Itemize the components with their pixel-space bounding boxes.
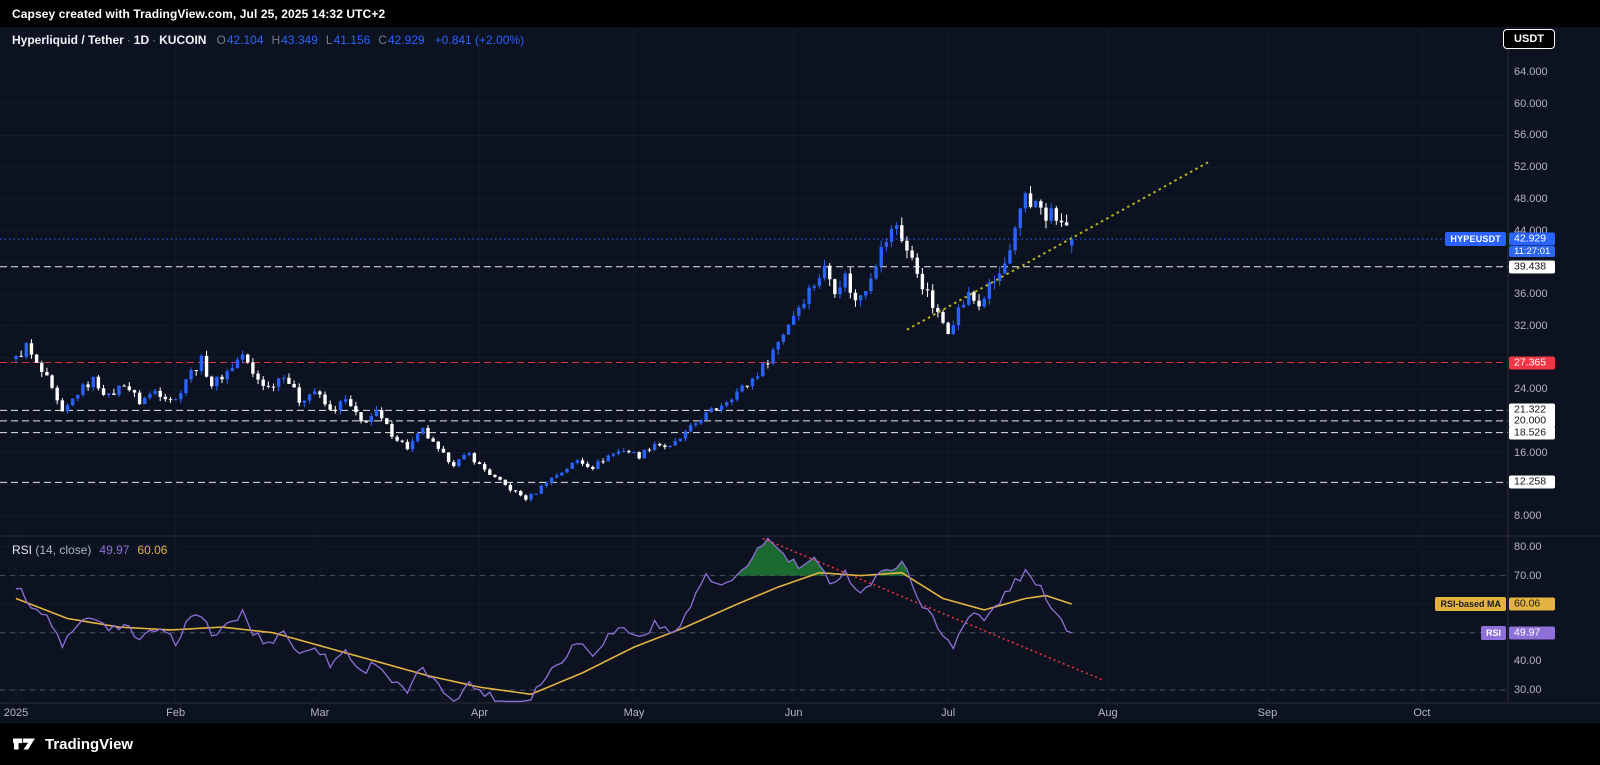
currency-toggle-button[interactable]: USDT [1503, 29, 1555, 49]
time-axis-label[interactable]: Jun [784, 707, 803, 719]
rsi-tick-label: 30.00 [1514, 684, 1542, 696]
rsi-title: RSI [12, 543, 33, 557]
symbol-price-tag: HYPEUSDT [1445, 232, 1506, 247]
time-axis-label[interactable]: 2025 [3, 707, 29, 719]
rsi-indicator-header[interactable]: RSI (14, close) 49.97 60.06 [12, 543, 167, 557]
tradingview-brand-text[interactable]: TradingView [45, 735, 134, 753]
bar-countdown-label: 11:27:01 [1509, 246, 1556, 258]
price-tick-label: 60.000 [1514, 97, 1548, 110]
time-axis-label[interactable]: Sep [1257, 707, 1278, 719]
time-axis-label[interactable]: Oct [1413, 707, 1431, 719]
watermark-bar: Capsey created with TradingView.com, Jul… [0, 0, 1600, 27]
rsi-current-value: 49.97 [99, 543, 130, 557]
chart-canvas[interactable] [0, 27, 1600, 723]
price-tick-label: 8.000 [1514, 510, 1542, 523]
last-price-label: 42.929 [1509, 232, 1555, 246]
symbol-name: Hyperliquid / Tether [12, 33, 124, 47]
watermark-caption: Capsey created with TradingView.com, Jul… [12, 6, 386, 21]
level-price-label: 12.258 [1509, 475, 1555, 489]
low-label: L [325, 33, 333, 47]
time-axis-label[interactable]: Aug [1098, 707, 1118, 719]
high-value: 43.349 [281, 33, 318, 47]
change-value: +0.841 (+2.00%) [434, 33, 525, 47]
symbol-exchange: KUCOIN [159, 33, 207, 47]
level-price-label: 20.000 [1509, 414, 1555, 428]
time-axis-label[interactable]: May [623, 707, 645, 719]
price-tick-label: 64.000 [1514, 66, 1548, 78]
price-tick-label: 16.000 [1514, 446, 1548, 459]
price-tick-label: 52.000 [1514, 161, 1548, 174]
rsi-params: (14, close) [35, 543, 92, 557]
price-tick-label: 32.000 [1514, 319, 1548, 332]
low-value: 41.156 [333, 33, 371, 47]
time-axis-label[interactable]: Mar [310, 707, 330, 719]
separator-dot: · [152, 33, 157, 47]
open-value: 42.104 [226, 33, 264, 47]
price-tick-label: 36.000 [1514, 288, 1548, 301]
symbol-title[interactable]: Hyperliquid / Tether · 1D · KUCOIN [12, 33, 206, 47]
close-label: C [378, 33, 387, 47]
symbol-interval: 1D [133, 33, 150, 47]
close-value: 42.929 [387, 33, 425, 47]
rsi-ma-current-value: 60.06 [137, 543, 168, 557]
open-label: O [216, 33, 226, 47]
rsi-tag: RSI [1480, 625, 1506, 640]
footer-bar: TradingView [0, 723, 1600, 765]
level-price-label: 27.365 [1509, 356, 1555, 369]
rsi-tick-label: 80.00 [1514, 541, 1542, 553]
rsi-ma-tag: RSI-based MA [1435, 597, 1506, 612]
level-price-label: 39.438 [1509, 260, 1555, 274]
rsi-value-label: 49.97 [1509, 626, 1555, 640]
time-axis-label[interactable]: Feb [166, 707, 186, 719]
time-axis-label[interactable]: Jul [941, 707, 956, 719]
price-tick-label: 48.000 [1514, 192, 1548, 205]
ohlc-readout: O42.104 H43.349 L41.156 C42.929 +0.841 (… [216, 33, 524, 47]
price-tick-label: 56.000 [1514, 129, 1548, 142]
symbol-header: Hyperliquid / Tether · 1D · KUCOIN O42.104 H… [12, 33, 524, 47]
chart-area: Hyperliquid / Tether · 1D · KUCOIN O42.104 H… [0, 27, 1600, 723]
time-axis-label[interactable]: Apr [470, 707, 489, 719]
level-price-label: 18.526 [1509, 426, 1555, 440]
price-tick-label: 24.000 [1514, 383, 1548, 396]
separator-dot: · [126, 33, 131, 47]
rsi-tick-label: 40.00 [1514, 655, 1542, 668]
rsi-tick-label: 70.00 [1514, 569, 1542, 582]
tradingview-logo-icon[interactable] [12, 734, 36, 754]
rsi-ma-value-label: 60.06 [1509, 597, 1555, 611]
high-label: H [271, 33, 281, 47]
level-price-label: 21.322 [1509, 403, 1555, 417]
time-scale[interactable] [0, 703, 1508, 723]
